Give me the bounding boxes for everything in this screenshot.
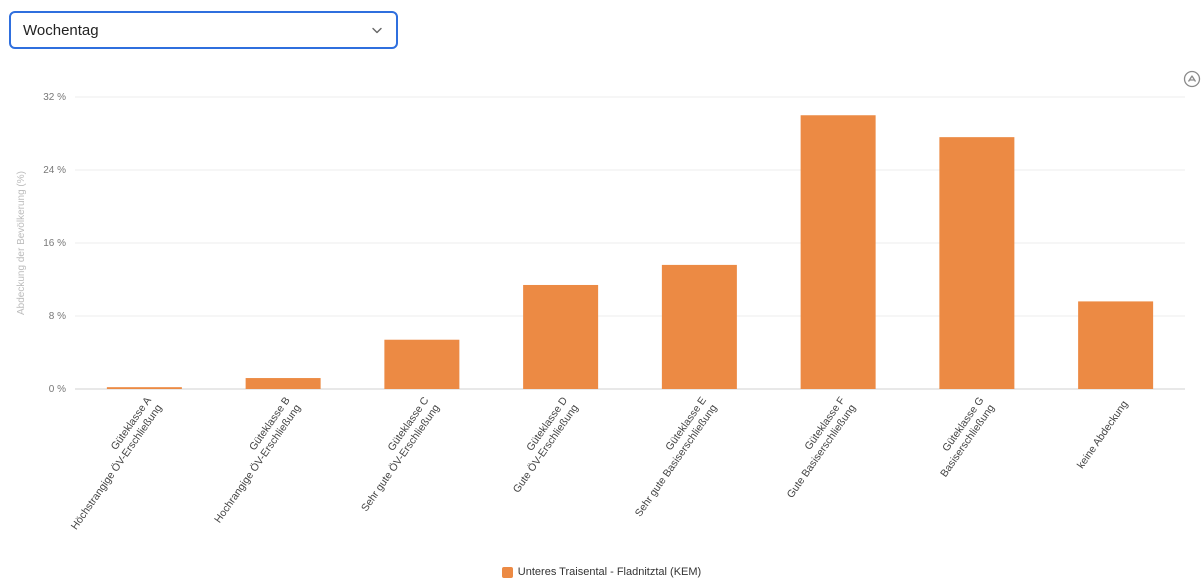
bar	[384, 339, 460, 389]
x-tick-label-line: Höchstrangige ÖV-Erschließung	[69, 402, 165, 532]
y-tick-label: 8 %	[49, 311, 66, 322]
bar	[1078, 301, 1154, 389]
y-tick-label: 16 %	[43, 238, 66, 249]
bar	[245, 378, 321, 389]
y-tick-label: 32 %	[43, 92, 66, 103]
x-tick-label-line: Hochrangige ÖV-Erschließung	[212, 402, 303, 525]
x-tick-label-line: Sehr gute Basiserschließung	[633, 402, 720, 519]
chart-menu-icon[interactable]	[1183, 70, 1201, 88]
bar	[661, 264, 737, 389]
bar	[523, 284, 599, 389]
legend-label: Unteres Traisental - Fladnitztal (KEM)	[517, 566, 702, 578]
bar	[800, 115, 876, 389]
y-tick-label: 24 %	[43, 165, 66, 176]
weekday-select-value: Wochentag	[23, 21, 99, 39]
bar-chart: 0 % 8 % 16 % 24 % 32 % Abdeckung der Bevölker…	[16, 92, 1185, 532]
bar	[939, 137, 1015, 389]
x-tick-label-line: Sehr gute ÖV-Erschließung	[359, 402, 442, 514]
weekday-select[interactable]: Wochentag	[9, 11, 398, 49]
y-tick-label: 0 %	[49, 384, 66, 395]
bar	[106, 387, 182, 389]
y-axis-title: Abdeckung der Bevölkerung (%)	[16, 171, 27, 315]
chevron-down-icon	[370, 23, 384, 37]
x-tick-label: keine Abdeckung	[1075, 398, 1131, 471]
chart-legend[interactable]: Unteres Traisental - Fladnitztal (KEM)	[0, 564, 1203, 580]
legend-swatch	[501, 566, 513, 578]
x-tick-label-line: keine Abdeckung	[1075, 398, 1131, 471]
